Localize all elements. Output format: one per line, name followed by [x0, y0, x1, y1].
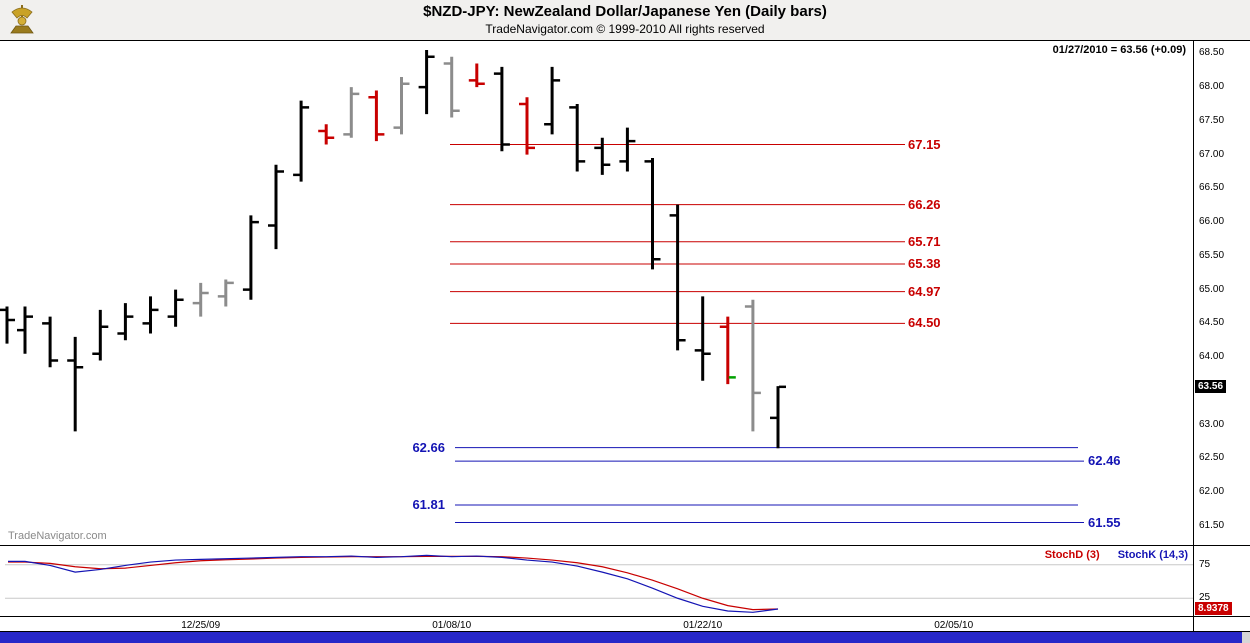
- last-price-badge: 63.56: [1195, 379, 1227, 393]
- chart-title: $NZD-JPY: NewZealand Dollar/Japanese Yen…: [423, 3, 827, 20]
- stochk-line: [8, 554, 779, 613]
- horizontal-scrollbar[interactable]: [0, 632, 1242, 643]
- scrollbar-corner[interactable]: [1242, 632, 1250, 643]
- watermark: TradeNavigator.com: [8, 530, 107, 542]
- copyright-text: TradeNavigator.com © 1999-2010 All right…: [485, 22, 765, 36]
- stochk-legend-label[interactable]: StochK (14,3): [1117, 549, 1188, 561]
- chart-header: $NZD-JPY: NewZealand Dollar/Japanese Yen…: [0, 0, 1250, 40]
- header-divider: [0, 40, 1250, 41]
- stoch-bottom-divider: [0, 616, 1250, 617]
- stochastic-value-badge: 8.9378: [1195, 602, 1232, 615]
- pane-divider: [0, 545, 1250, 546]
- scrollbar-divider: [0, 631, 1250, 632]
- axis-divider: [1193, 41, 1194, 631]
- stoch-gridlines: [5, 564, 1193, 599]
- stochd-legend-label[interactable]: StochD (3): [1044, 549, 1100, 561]
- stochastic-legend: StochD (3) StochK (14,3): [1045, 549, 1188, 561]
- trade-navigator-logo-icon[interactable]: [7, 3, 37, 37]
- ohlc-bars: [0, 50, 786, 449]
- last-quote-readout: 01/27/2010 = 63.56 (+0.09): [1052, 44, 1186, 56]
- support-lines: [455, 447, 1084, 523]
